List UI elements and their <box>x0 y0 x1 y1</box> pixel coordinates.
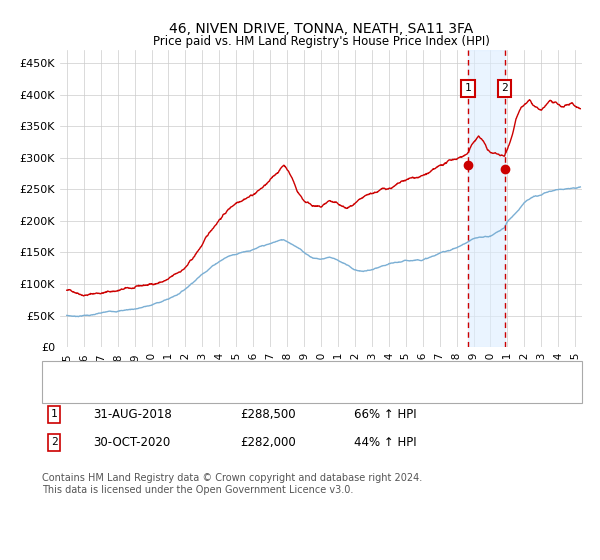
Text: HPI: Average price, detached house, Neath Port Talbot: HPI: Average price, detached house, Neat… <box>84 387 367 397</box>
Text: 46, NIVEN DRIVE, TONNA, NEATH, SA11 3FA: 46, NIVEN DRIVE, TONNA, NEATH, SA11 3FA <box>169 22 473 36</box>
Text: 2: 2 <box>501 83 508 94</box>
Text: 44% ↑ HPI: 44% ↑ HPI <box>354 436 416 449</box>
Bar <box>468 50 505 347</box>
Text: 66% ↑ HPI: 66% ↑ HPI <box>354 408 416 421</box>
Text: 2: 2 <box>50 437 58 447</box>
Text: £288,500: £288,500 <box>240 408 296 421</box>
Text: Contains HM Land Registry data © Crown copyright and database right 2024.
This d: Contains HM Land Registry data © Crown c… <box>42 473 422 495</box>
Text: 31-AUG-2018: 31-AUG-2018 <box>93 408 172 421</box>
Text: 46, NIVEN DRIVE, TONNA, NEATH, SA11 3FA (detached house): 46, NIVEN DRIVE, TONNA, NEATH, SA11 3FA … <box>84 367 407 377</box>
Text: 1: 1 <box>50 409 58 419</box>
Text: —: — <box>54 363 73 382</box>
Text: Price paid vs. HM Land Registry's House Price Index (HPI): Price paid vs. HM Land Registry's House … <box>152 35 490 48</box>
Text: £282,000: £282,000 <box>240 436 296 449</box>
Text: 1: 1 <box>464 83 472 94</box>
Text: 30-OCT-2020: 30-OCT-2020 <box>93 436 170 449</box>
Text: —: — <box>54 382 73 402</box>
